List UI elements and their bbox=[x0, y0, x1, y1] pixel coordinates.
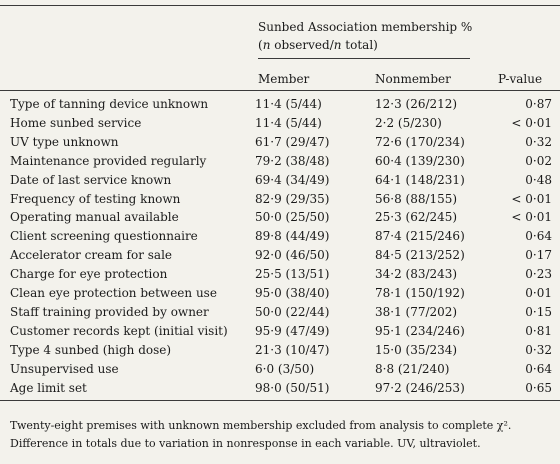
pvalue-cell: 0·64 bbox=[525, 361, 552, 376]
pvalue-cell: < 0·01 bbox=[511, 191, 552, 206]
table-row: Customer records kept (initial visit) 95·… bbox=[10, 322, 552, 341]
table-row: Charge for eye protection 25·5 (13/51) 34·… bbox=[10, 265, 552, 284]
nonmember-cell: 34·2 (83/243) bbox=[375, 267, 458, 282]
top-rule bbox=[0, 5, 560, 6]
member-cell: 95·0 (38/40) bbox=[255, 286, 330, 301]
footnote-1: Twenty-eight premises with unknown membe… bbox=[10, 419, 512, 432]
col-header-pvalue: P-value bbox=[498, 72, 543, 86]
nonmember-cell: 12·3 (26/212) bbox=[375, 97, 458, 111]
nonmember-cell: 25·3 (62/245) bbox=[375, 210, 458, 225]
group-header-title: Sunbed Association membership % bbox=[258, 20, 473, 34]
pvalue-cell: 0·15 bbox=[525, 304, 552, 319]
nonmember-cell: 64·1 (148/231) bbox=[375, 172, 465, 187]
n-italic-2: n bbox=[333, 38, 342, 52]
member-cell: 69·4 (34/49) bbox=[255, 172, 330, 187]
variable-cell: Charge for eye protection bbox=[10, 267, 168, 282]
variable-cell: Accelerator cream for sale bbox=[10, 248, 173, 263]
table-body: Type of tanning device unknown 11·4 (5/44… bbox=[10, 95, 552, 398]
header-rule bbox=[0, 90, 560, 91]
variable-cell: Date of last service known bbox=[10, 172, 172, 187]
variable-cell: Operating manual available bbox=[10, 210, 179, 225]
variable-cell: Age limit set bbox=[10, 380, 87, 395]
table-row: Maintenance provided regularly 79·2 (38/4… bbox=[10, 152, 552, 171]
nonmember-cell: 78·1 (150/192) bbox=[375, 286, 465, 301]
pvalue-cell: 0·87 bbox=[525, 97, 552, 111]
variable-cell: Staff training provided by owner bbox=[10, 304, 209, 319]
member-cell: 79·2 (38/48) bbox=[255, 153, 330, 168]
table-row: UV type unknown 61·7 (29/47) 72·6 (170/234… bbox=[10, 133, 552, 152]
table-row: Operating manual available 50·0 (25/50) 25… bbox=[10, 208, 552, 227]
variable-cell: Type 4 sunbed (high dose) bbox=[10, 342, 172, 357]
variable-cell: Frequency of testing known bbox=[10, 191, 181, 206]
variable-cell: Clean eye protection between use bbox=[10, 286, 217, 301]
pvalue-cell: 0·65 bbox=[525, 380, 552, 395]
member-cell: 92·0 (46/50) bbox=[255, 248, 330, 263]
table-row: Home sunbed service 11·4 (5/44) 2·2 (5/230… bbox=[10, 114, 552, 133]
table-row: Frequency of testing known 82·9 (29/35) 56… bbox=[10, 190, 552, 209]
table-row: Type 4 sunbed (high dose) 21·3 (10/47) 15·… bbox=[10, 341, 552, 360]
pvalue-cell: 0·64 bbox=[525, 229, 552, 244]
nonmember-cell: 84·5 (213/252) bbox=[375, 248, 465, 263]
table-row: Client screening questionnaire 89·8 (44/4… bbox=[10, 227, 552, 246]
table-row: Clean eye protection between use 95·0 (38… bbox=[10, 284, 552, 303]
nonmember-cell: 95·1 (234/246) bbox=[375, 323, 465, 338]
footer-rule bbox=[0, 400, 560, 401]
member-cell: 50·0 (22/44) bbox=[255, 304, 330, 319]
n-italic: n bbox=[262, 38, 271, 52]
member-cell: 11·4 (5/44) bbox=[255, 115, 322, 130]
nonmember-cell: 38·1 (77/202) bbox=[375, 304, 458, 319]
pvalue-cell: 0·81 bbox=[525, 323, 552, 338]
variable-cell: Home sunbed service bbox=[10, 115, 142, 130]
pvalue-cell: 0·48 bbox=[525, 172, 552, 187]
variable-cell: UV type unknown bbox=[10, 134, 119, 149]
table-row: Type of tanning device unknown 11·4 (5/44… bbox=[10, 95, 552, 114]
nonmember-cell: 8·8 (21/240) bbox=[375, 361, 450, 376]
pvalue-cell: 0·02 bbox=[525, 153, 552, 168]
member-cell: 89·8 (44/49) bbox=[255, 229, 330, 244]
pvalue-cell: < 0·01 bbox=[511, 210, 552, 225]
nonmember-cell: 15·0 (35/234) bbox=[375, 342, 458, 357]
member-cell: 25·5 (13/51) bbox=[255, 267, 330, 282]
data-table: Type of tanning device unknown 11·4 (5/44… bbox=[10, 95, 552, 398]
member-cell: 82·9 (29/35) bbox=[255, 191, 330, 206]
member-cell: 21·3 (10/47) bbox=[255, 342, 330, 357]
table-row: Unsupervised use 6·0 (3/50) 8·8 (21/240) 0·… bbox=[10, 360, 552, 379]
group-header-subtitle: (n observed/n total) bbox=[258, 38, 378, 52]
nonmember-cell: 87·4 (215/246) bbox=[375, 229, 465, 244]
nonmember-cell: 56·8 (88/155) bbox=[375, 191, 458, 206]
table-row: Staff training provided by owner 50·0 (22… bbox=[10, 303, 552, 322]
variable-cell: Type of tanning device unknown bbox=[10, 97, 209, 111]
variable-cell: Maintenance provided regularly bbox=[10, 153, 207, 168]
variable-cell: Unsupervised use bbox=[10, 361, 119, 376]
pvalue-cell: 0·17 bbox=[525, 248, 552, 263]
variable-cell: Client screening questionnaire bbox=[10, 229, 198, 244]
member-cell: 98·0 (50/51) bbox=[255, 380, 330, 395]
member-cell: 50·0 (25/50) bbox=[255, 210, 330, 225]
pvalue-cell: 0·23 bbox=[525, 267, 552, 282]
col-header-member: Member bbox=[258, 72, 310, 86]
nonmember-cell: 2·2 (5/230) bbox=[375, 115, 442, 130]
member-cell: 11·4 (5/44) bbox=[255, 97, 322, 111]
pvalue-cell: < 0·01 bbox=[511, 115, 552, 130]
member-cell: 95·9 (47/49) bbox=[255, 323, 330, 338]
nonmember-cell: 60·4 (139/230) bbox=[375, 153, 465, 168]
table-row: Date of last service known 69·4 (34/49) 64… bbox=[10, 171, 552, 190]
col-header-nonmember: Nonmember bbox=[375, 72, 451, 86]
spanner-rule bbox=[258, 58, 470, 59]
nonmember-cell: 72·6 (170/234) bbox=[375, 134, 465, 149]
table-row: Age limit set 98·0 (50/51) 97·2 (246/253) 0… bbox=[10, 379, 552, 398]
pvalue-cell: 0·01 bbox=[525, 286, 552, 301]
pvalue-cell: 0·32 bbox=[525, 134, 552, 149]
nonmember-cell: 97·2 (246/253) bbox=[375, 380, 465, 395]
subtitle-end: total) bbox=[341, 38, 378, 52]
member-cell: 6·0 (3/50) bbox=[255, 361, 315, 376]
member-cell: 61·7 (29/47) bbox=[255, 134, 330, 149]
variable-cell: Customer records kept (initial visit) bbox=[10, 323, 228, 338]
footnote-2: Difference in totals due to variation in… bbox=[10, 437, 481, 450]
pvalue-cell: 0·32 bbox=[525, 342, 552, 357]
subtitle-mid: observed/ bbox=[270, 38, 334, 52]
table-row: Accelerator cream for sale 92·0 (46/50) 84… bbox=[10, 246, 552, 265]
